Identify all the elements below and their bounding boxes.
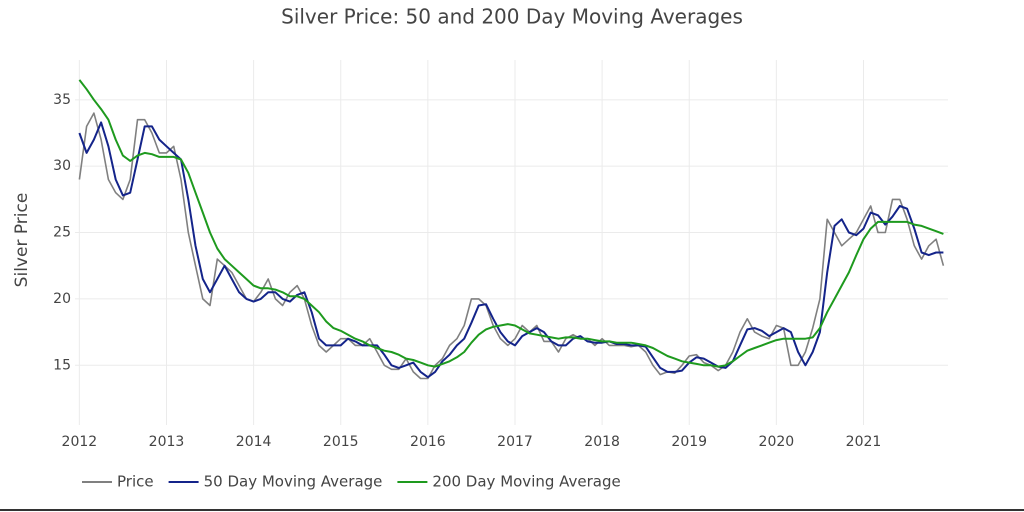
x-tick-label: 2013 [149, 434, 185, 450]
x-tick-label: 2021 [846, 434, 882, 450]
x-tick-label: 2018 [584, 434, 620, 450]
series-line [78, 121, 944, 379]
x-tick-label: 2020 [759, 434, 795, 450]
y-axis-label: Silver Price [12, 193, 32, 288]
y-tick-label: 20 [53, 291, 71, 307]
legend-label: Price [117, 473, 154, 491]
y-tick-label: 35 [53, 92, 71, 108]
y-tick-label: 25 [53, 225, 71, 241]
legend-label: 200 Day Moving Average [432, 473, 620, 491]
y-tick-label: 30 [53, 158, 71, 174]
chart-title: Silver Price: 50 and 200 Day Moving Aver… [281, 5, 743, 29]
x-tick-label: 2014 [236, 434, 272, 450]
series-line [78, 79, 944, 368]
x-tick-label: 2017 [497, 434, 533, 450]
x-tick-label: 2015 [323, 434, 359, 450]
legend-label: 50 Day Moving Average [204, 473, 383, 491]
series-line [78, 112, 945, 380]
x-tick-label: 2019 [671, 434, 707, 450]
x-tick-label: 2016 [410, 434, 446, 450]
x-tick-label: 2012 [62, 434, 98, 450]
y-tick-label: 15 [53, 357, 71, 373]
